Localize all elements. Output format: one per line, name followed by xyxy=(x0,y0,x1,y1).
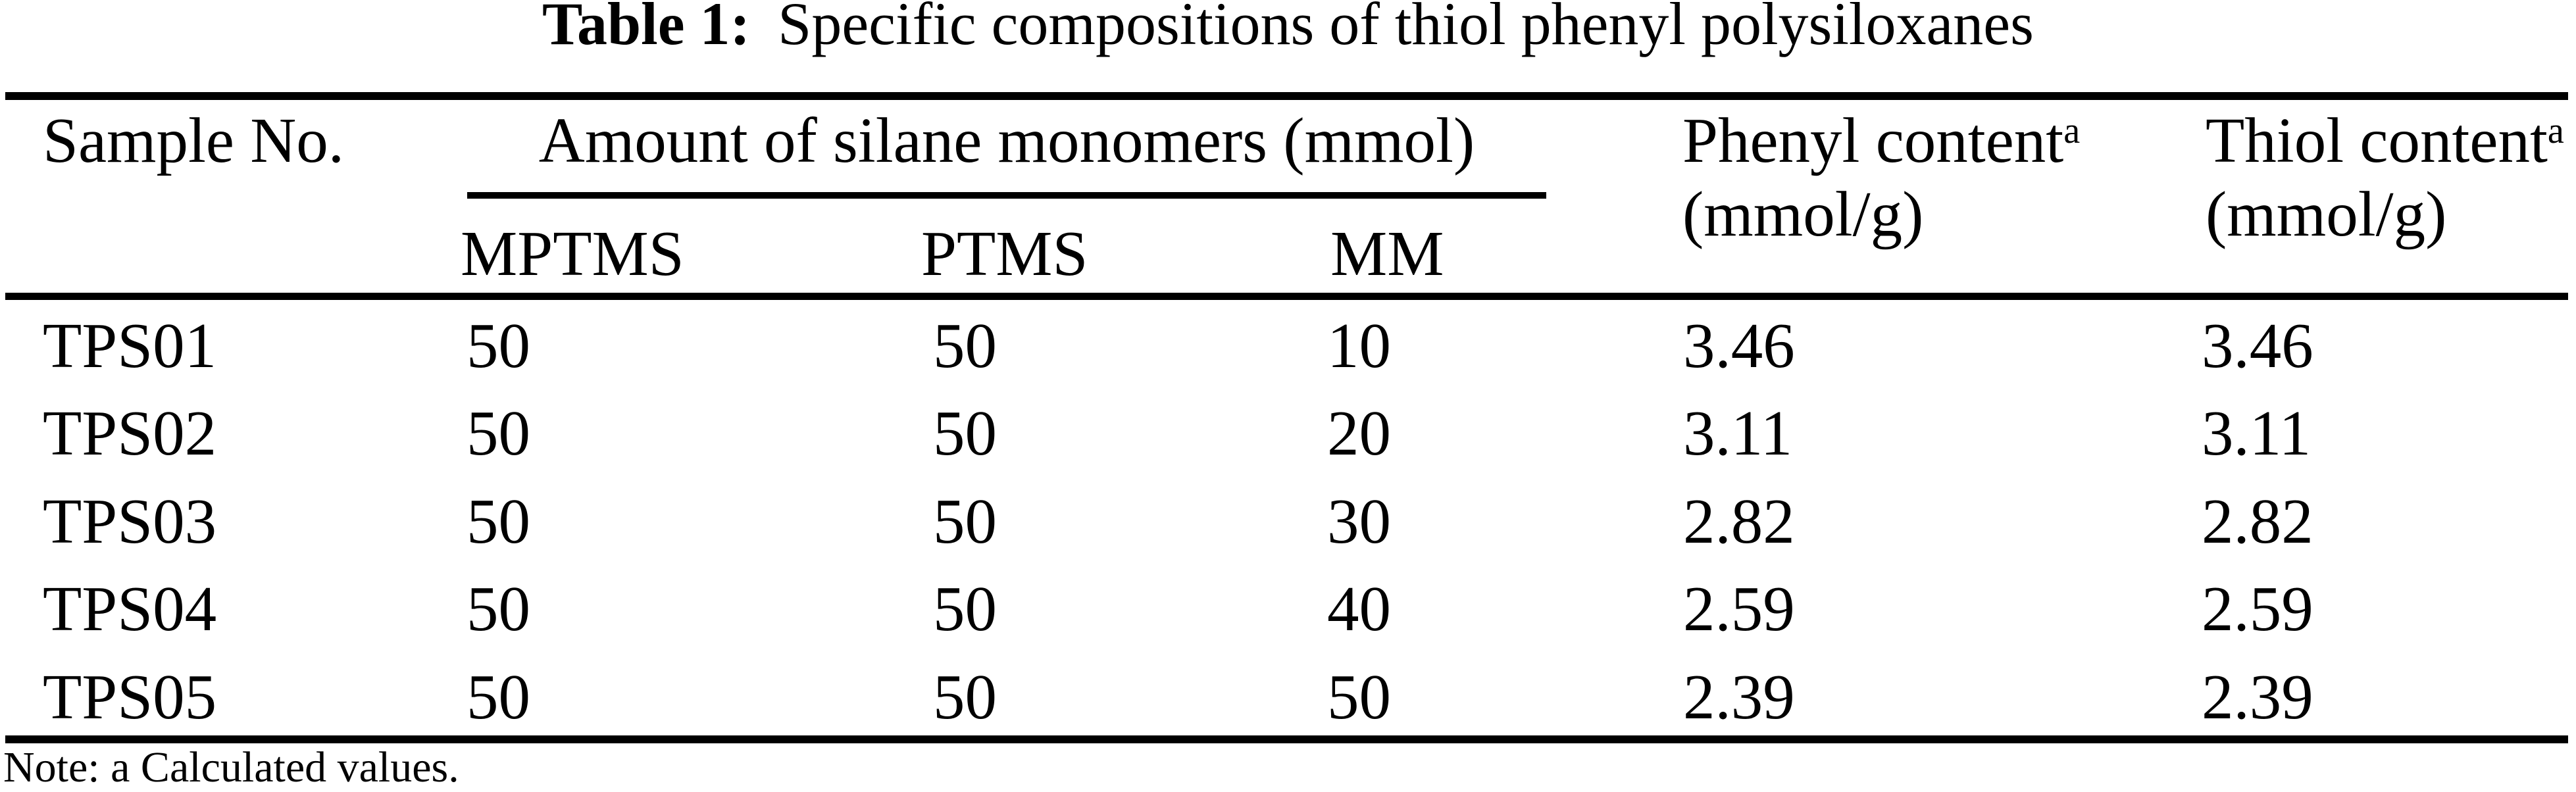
cell-phenyl-content: 2.39 xyxy=(1683,662,1795,732)
thiol-header-footnote-marker: a xyxy=(2547,110,2564,151)
cell-phenyl-content: 3.46 xyxy=(1683,310,1795,381)
cell-phenyl-content: 2.59 xyxy=(1683,574,1795,644)
cell-thiol-content: 2.82 xyxy=(2202,486,2313,557)
cell-ptms: 50 xyxy=(933,398,997,468)
table-title-text: Specific compositions of thiol phenyl po… xyxy=(778,0,2034,57)
cell-sample: TPS03 xyxy=(43,486,217,557)
column-header-mptms: MPTMS xyxy=(461,218,684,289)
cell-thiol-content: 3.11 xyxy=(2202,398,2311,468)
column-header-silane-group: Amount of silane monomers (mmol) xyxy=(538,105,1475,176)
cell-thiol-content: 3.46 xyxy=(2202,310,2313,381)
column-header-sample-no: Sample No. xyxy=(43,105,345,176)
cell-phenyl-content: 2.82 xyxy=(1683,486,1795,557)
cell-mm: 10 xyxy=(1327,310,1391,381)
table-row: TPS04 50 50 40 2.59 2.59 xyxy=(0,577,2576,641)
cell-phenyl-content: 3.11 xyxy=(1683,398,1793,468)
table-row: TPS03 50 50 30 2.82 2.82 xyxy=(0,489,2576,553)
table-top-rule xyxy=(5,92,2568,100)
column-header-ptms: PTMS xyxy=(921,218,1088,289)
cell-ptms: 50 xyxy=(933,310,997,381)
table-title: Table 1: Specific compositions of thiol p… xyxy=(0,0,2576,54)
table-note: Note: a Calculated values. xyxy=(3,743,459,791)
cell-mm: 20 xyxy=(1327,398,1391,468)
cell-ptms: 50 xyxy=(933,662,997,732)
cell-sample: TPS04 xyxy=(43,574,217,644)
column-header-phenyl-content: Phenyl contenta (mmol/g) xyxy=(1682,104,2080,251)
phenyl-header-unit: (mmol/g) xyxy=(1682,178,1924,249)
phenyl-header-line1: Phenyl contenta xyxy=(1682,104,2080,178)
thiol-header-line1: Thiol contenta xyxy=(2206,104,2564,178)
table-row: TPS02 50 50 20 3.11 3.11 xyxy=(0,401,2576,465)
column-header-thiol-content: Thiol contenta (mmol/g) xyxy=(2206,104,2564,251)
cell-thiol-content: 2.39 xyxy=(2202,662,2313,732)
cell-mm: 50 xyxy=(1327,662,1391,732)
cell-mptms: 50 xyxy=(467,662,530,732)
cell-thiol-content: 2.59 xyxy=(2202,574,2313,644)
cell-mm: 30 xyxy=(1327,486,1391,557)
cell-sample: TPS05 xyxy=(43,662,217,732)
cell-mptms: 50 xyxy=(467,486,530,557)
header-bottom-rule xyxy=(5,293,2568,300)
column-header-mm: MM xyxy=(1330,218,1444,289)
cell-ptms: 50 xyxy=(933,486,997,557)
cell-mptms: 50 xyxy=(467,398,530,468)
cell-mm: 40 xyxy=(1327,574,1391,644)
cell-mptms: 50 xyxy=(467,574,530,644)
phenyl-header-text: Phenyl content xyxy=(1682,105,2064,176)
table-row: TPS01 50 50 10 3.46 3.46 xyxy=(0,314,2576,378)
cell-ptms: 50 xyxy=(933,574,997,644)
table-row: TPS05 50 50 50 2.39 2.39 xyxy=(0,665,2576,729)
phenyl-header-footnote-marker: a xyxy=(2063,110,2081,151)
silane-group-underline-rule xyxy=(467,192,1546,199)
table-bottom-rule xyxy=(5,735,2568,743)
thiol-header-text: Thiol content xyxy=(2206,105,2548,176)
thiol-header-unit: (mmol/g) xyxy=(2206,178,2447,249)
table-title-label: Table 1: xyxy=(542,0,751,57)
cell-sample: TPS01 xyxy=(43,310,217,381)
cell-mptms: 50 xyxy=(467,310,530,381)
cell-sample: TPS02 xyxy=(43,398,217,468)
